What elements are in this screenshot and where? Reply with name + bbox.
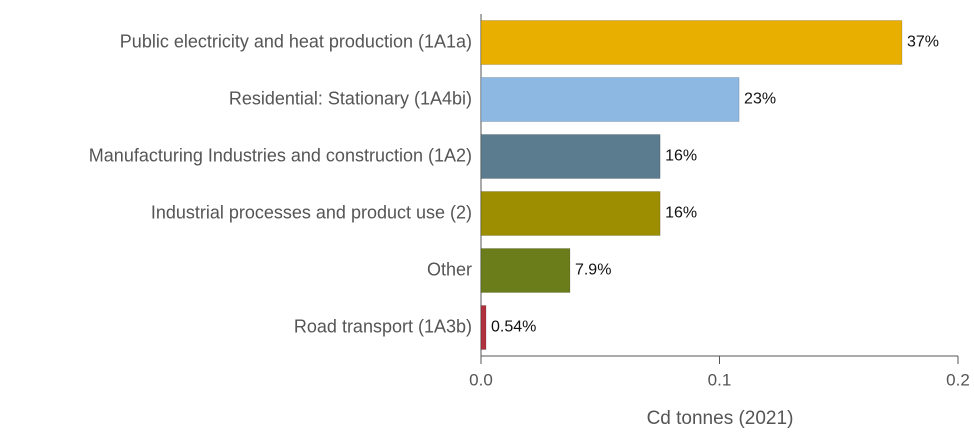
value-label: 16% xyxy=(665,205,697,222)
y-tick-label: Manufacturing Industries and constructio… xyxy=(89,145,472,165)
y-tick-label: Road transport (1A3b) xyxy=(294,316,472,336)
value-label: 0.54% xyxy=(491,319,536,336)
x-tick-label: 0.1 xyxy=(708,370,732,389)
y-tick-label: Other xyxy=(427,259,472,279)
bar xyxy=(480,134,661,179)
x-axis-title: Cd tonnes (2021) xyxy=(647,408,794,429)
bar xyxy=(480,77,740,122)
value-label: 23% xyxy=(744,91,776,108)
value-label: 37% xyxy=(907,34,939,51)
y-tick-label: Residential: Stationary (1A4bi) xyxy=(229,88,472,108)
bar xyxy=(480,20,903,65)
x-tick-label: 0.2 xyxy=(946,370,970,389)
bar xyxy=(480,191,661,236)
x-tick-label: 0.0 xyxy=(469,370,493,389)
bar xyxy=(480,248,571,293)
bar xyxy=(480,305,487,350)
y-tick-label: Public electricity and heat production (… xyxy=(120,31,472,51)
value-label: 7.9% xyxy=(575,262,611,279)
value-label: 16% xyxy=(665,148,697,165)
y-tick-label: Industrial processes and product use (2) xyxy=(151,202,472,222)
